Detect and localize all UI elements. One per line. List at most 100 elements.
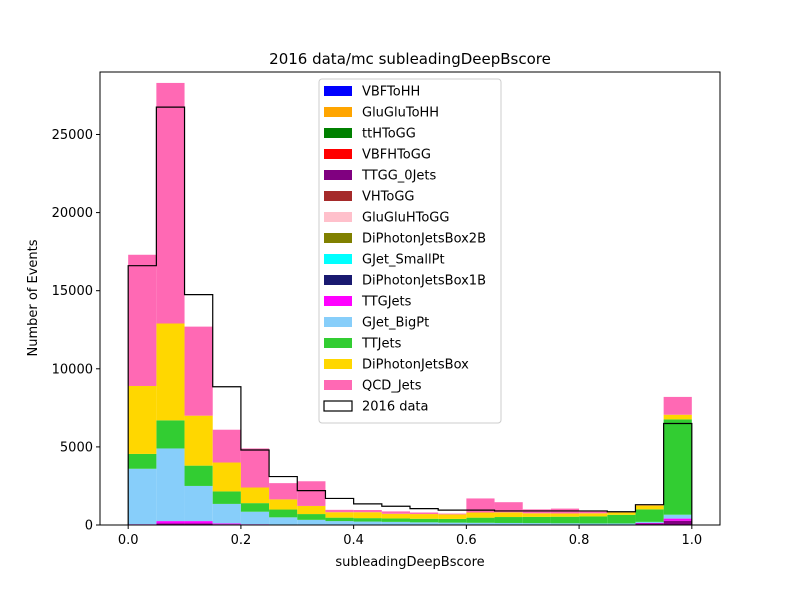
bar-TTJets-bin-4 [240, 503, 270, 512]
bar-DiPhotonJetsBox-bin-18 [635, 505, 664, 510]
bar-TTJets-bin-0 [128, 453, 157, 469]
legend-label: ttHToGG [362, 127, 416, 142]
bar-TTGJets-bin-1 [156, 521, 185, 524]
bar-GJet_BigPt-bin-12 [466, 522, 495, 525]
legend-box [318, 78, 502, 424]
bar-TTJets-bin-7 [325, 517, 354, 522]
plot-frame [99, 71, 721, 526]
legend-swatch [323, 400, 353, 412]
legend-swatch [324, 128, 352, 138]
bar-TTJets-bin-13 [494, 517, 523, 523]
bar-GJet_BigPt-bin-16 [579, 523, 608, 525]
legend-label: GluGluHToGG [362, 211, 449, 226]
y-tick-label: 10000 [52, 362, 93, 377]
bar-GJet_BigPt-bin-18 [635, 521, 664, 523]
bar-TTJets-bin-9 [381, 518, 410, 522]
bar-TTGG_0Jets-bin-1 [156, 523, 185, 525]
bar-DiPhotonJetsBox-bin-16 [579, 513, 608, 517]
legend: VBFToHH GluGluToHH ttHToGG VBFHToGG TTGG_0Je… [318, 78, 502, 424]
bar-DiPhotonJetsBox-bin-14 [522, 513, 551, 517]
bar-DiPhotonJetsBox-bin-11 [438, 514, 467, 519]
bar-QCD_Jets-bin-10 [410, 512, 439, 515]
bar-QCD_Jets-bin-7 [325, 509, 354, 513]
legend-label: GJet_BigPt [362, 316, 429, 331]
bar-TTJets-bin-15 [550, 516, 580, 524]
bar-DiPhotonJetsBox-bin-15 [550, 513, 580, 517]
legend-swatch [324, 296, 352, 306]
legend-label: TTGJets [361, 295, 412, 310]
legend-swatch [324, 212, 352, 222]
bar-GJet_BigPt-bin-1 [156, 448, 185, 522]
bar-GJet_BigPt-bin-3 [212, 503, 241, 524]
bar-GJet_BigPt-bin-13 [494, 522, 523, 525]
bar-GJet_BigPt-bin-15 [550, 523, 580, 525]
bar-DiPhotonJetsBox-bin-12 [466, 512, 495, 518]
x-tick-label: 0.4 [343, 533, 364, 548]
data-step-line [127, 106, 693, 525]
bar-TTJets-bin-18 [635, 509, 664, 522]
bar-DiPhotonJetsBox-bin-19 [663, 414, 692, 420]
bar-GJet_BigPt-bin-10 [410, 522, 439, 525]
bar-TTJets-bin-14 [522, 516, 551, 524]
legend-label: VHToGG [362, 190, 415, 205]
bar-DiPhotonJetsBox-bin-4 [240, 487, 270, 504]
bar-QCD_Jets-bin-9 [381, 511, 410, 514]
bar-TTGG_0Jets-bin-18 [635, 523, 664, 525]
bar-TTJets-bin-19 [663, 419, 692, 515]
bar-QCD_Jets-bin-0 [128, 254, 157, 386]
bar-TTJets-bin-10 [410, 518, 439, 523]
bar-QCD_Jets-bin-2 [184, 326, 213, 416]
legend-label: DiPhotonJetsBox1B [362, 274, 486, 289]
bar-QCD_Jets-bin-13 [494, 502, 523, 513]
x-tick-label: 0.2 [231, 533, 252, 548]
legend-swatch [324, 359, 352, 369]
bar-GJet_BigPt-bin-0 [128, 468, 157, 525]
y-tick-label: 5000 [60, 440, 93, 455]
bar-TTGG_0Jets-bin-2 [184, 523, 213, 525]
bar-GJet_BigPt-bin-5 [269, 517, 298, 525]
bar-TTJets-bin-6 [297, 514, 326, 520]
bar-TTGJets-bin-2 [184, 521, 213, 524]
bar-DiPhotonJetsBox-bin-6 [297, 505, 326, 515]
bar-QCD_Jets-bin-6 [297, 481, 326, 506]
bar-GJet_BigPt-bin-17 [607, 523, 636, 525]
bar-DiPhotonJetsBox-bin-9 [381, 513, 410, 519]
bar-GJet_BigPt-bin-19 [663, 514, 692, 519]
bar-TTJets-bin-3 [212, 491, 241, 504]
x-tick-label: 0.0 [118, 533, 139, 548]
legend-swatch [324, 191, 352, 201]
bar-TTGJets-bin-3 [212, 523, 241, 525]
legend-swatch [324, 380, 352, 390]
bar-GJet_BigPt-bin-11 [438, 522, 467, 525]
x-tick-label: 0.8 [569, 533, 590, 548]
bar-TTJets-bin-8 [353, 518, 382, 522]
legend-label: GluGluToHH [362, 106, 439, 121]
legend-label: TTGG_0Jets [361, 169, 437, 184]
bar-DiPhotonJetsBox-bin-3 [212, 462, 241, 492]
bar-TTJets-bin-1 [156, 420, 185, 449]
bar-QCD_Jets-bin-3 [212, 429, 241, 463]
bar-TTGG_0Jets-bin-19 [663, 520, 692, 525]
y-tick-label: 20000 [52, 206, 93, 221]
bar-DiPhotonJetsBox-bin-5 [269, 499, 298, 510]
x-axis-ticks: 0.0 0.2 0.4 0.6 0.8 1.0 [118, 525, 702, 548]
chart-title: 2016 data/mc subleadingDeepBscore [269, 50, 551, 68]
legend-label: 2016 data [362, 400, 429, 415]
bar-QCD_Jets-bin-4 [240, 448, 270, 488]
legend-label: VBFHToGG [362, 148, 431, 163]
legend-swatch [324, 107, 352, 117]
bar-QCD_Jets-bin-8 [353, 510, 382, 513]
bar-TTGJets-bin-19 [663, 518, 692, 521]
bar-GJet_BigPt-bin-4 [240, 511, 270, 525]
bar-DiPhotonJetsBox-bin-1 [156, 323, 185, 421]
bar-TTJets-bin-5 [269, 509, 298, 518]
bar-TTJets-bin-2 [184, 465, 213, 486]
x-tick-label: 1.0 [681, 533, 702, 548]
legend-label: VBFToHH [362, 85, 420, 100]
legend-label: QCD_Jets [362, 379, 422, 394]
legend-label: DiPhotonJetsBox2B [362, 232, 486, 247]
y-tick-label: 15000 [52, 284, 93, 299]
y-axis-label: Number of Events [26, 239, 41, 356]
bar-GJet_BigPt-bin-8 [353, 521, 382, 525]
bar-GJet_BigPt-bin-9 [381, 521, 410, 525]
